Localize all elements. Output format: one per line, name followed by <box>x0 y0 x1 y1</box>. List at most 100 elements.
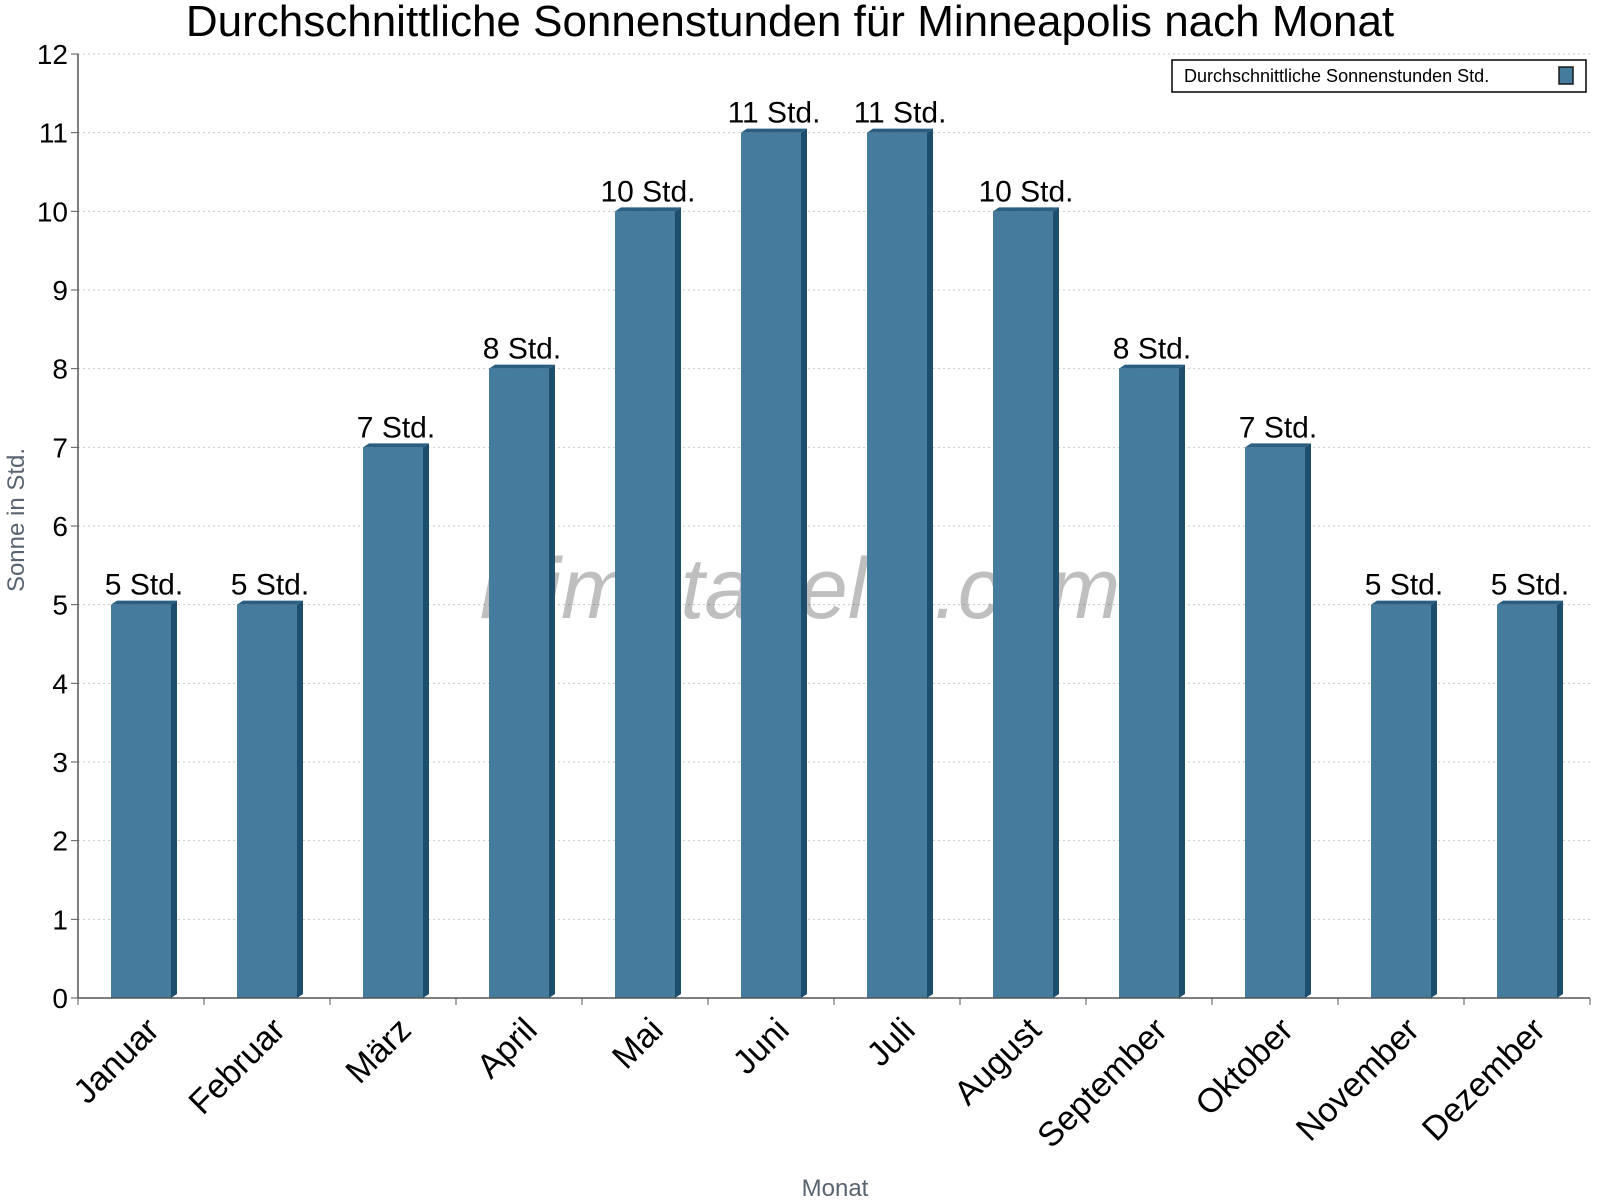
bar <box>867 128 933 998</box>
data-label: 10 Std. <box>978 175 1073 208</box>
bar-top <box>1371 600 1437 605</box>
y-axis-title: Sonne in Std. <box>3 448 30 592</box>
bar <box>363 443 429 998</box>
bar-side <box>1557 600 1563 998</box>
bar-side <box>423 443 429 998</box>
y-tick-label: 8 <box>52 354 68 385</box>
bar-face <box>1497 604 1557 998</box>
data-label: 11 Std. <box>728 97 821 130</box>
data-label: 8 Std. <box>483 333 561 366</box>
bar-face <box>111 604 171 998</box>
x-tick-label: September <box>1030 1011 1174 1155</box>
x-tick-labels: Januar Februar März April Mai Juni Juli AugustS… <box>66 1010 1552 1155</box>
bar-top <box>1497 600 1563 605</box>
y-tick-label: 6 <box>52 511 68 542</box>
y-tick-label: 10 <box>37 196 68 227</box>
bar <box>1371 600 1437 998</box>
x-tick-label: April <box>470 1011 545 1086</box>
bar-side <box>801 128 807 998</box>
bar-top <box>615 207 681 212</box>
bar-side <box>1179 364 1185 999</box>
bar-side <box>549 364 555 999</box>
bar <box>1497 600 1563 998</box>
y-tick-label: 11 <box>39 118 68 149</box>
legend: Durchschnittliche Sonnenstunden Std. <box>1171 59 1587 93</box>
bar-top <box>111 600 177 605</box>
bar-top <box>1245 443 1311 448</box>
bar-face <box>1119 368 1179 999</box>
bar <box>489 364 555 999</box>
y-tick-label: 12 <box>37 39 68 70</box>
bar-top <box>741 128 807 133</box>
bar <box>1119 364 1185 999</box>
y-tick-label: 1 <box>52 904 68 935</box>
y-tick-label: 7 <box>52 432 68 463</box>
x-axis-title: Monat <box>802 1175 869 1200</box>
x-tick-label: Juni <box>726 1011 797 1082</box>
bar-face <box>489 368 549 999</box>
bar-top <box>867 128 933 133</box>
bar-face <box>237 604 297 998</box>
bar-face <box>867 132 927 998</box>
x-tick-label: Februar <box>182 1011 293 1122</box>
axes <box>71 53 1591 1005</box>
bar-side <box>675 207 681 999</box>
data-label: 7 Std. <box>357 411 435 444</box>
bar <box>237 600 303 998</box>
data-label: 8 Std. <box>1113 333 1191 366</box>
bar-face <box>363 447 423 998</box>
bar <box>741 128 807 998</box>
bar-side <box>1305 443 1311 998</box>
grid-lines <box>78 53 1590 920</box>
data-label: 5 Std. <box>231 569 309 602</box>
legend-box <box>1171 59 1587 93</box>
bar-top <box>993 207 1059 212</box>
bar-face <box>741 132 801 998</box>
x-tick-label: Januar <box>66 1011 166 1111</box>
data-label: 5 Std. <box>1365 569 1443 602</box>
bar-face <box>993 211 1053 999</box>
y-tick-label: 0 <box>52 983 68 1014</box>
bar-side <box>171 600 177 998</box>
bar-top <box>363 443 429 448</box>
bar-side <box>1431 600 1437 998</box>
x-tick-label: November <box>1289 1011 1427 1149</box>
bar-side <box>297 600 303 998</box>
legend-label: Durchschnittliche Sonnenstunden Std. <box>1184 66 1489 86</box>
bar-top <box>1119 364 1185 369</box>
bar-face <box>1371 604 1431 998</box>
data-label: 10 Std. <box>600 175 695 208</box>
y-tick-label: 4 <box>52 668 68 699</box>
bar-top <box>237 600 303 605</box>
x-tick-label: August <box>947 1010 1049 1112</box>
x-tick-label: Juli <box>860 1011 923 1074</box>
legend-swatch <box>1558 66 1574 85</box>
bar-face <box>615 211 675 999</box>
data-label: 7 Std. <box>1239 411 1317 444</box>
bar-top <box>489 364 555 369</box>
x-tick-label: März <box>338 1011 418 1091</box>
bar <box>993 207 1059 999</box>
bars <box>111 128 1563 999</box>
y-tick-label: 5 <box>52 590 68 621</box>
data-label: 11 Std. <box>854 97 947 130</box>
y-tick-label: 2 <box>52 826 68 857</box>
data-label: 5 Std. <box>105 569 183 602</box>
x-tick-label: Mai <box>605 1011 671 1077</box>
bar <box>111 600 177 998</box>
data-labels: 5 Std. 5 Std. 7 Std. 8 Std. 10 Std. 11 Std. 11… <box>105 97 1569 602</box>
x-tick-label: Oktober <box>1188 1011 1300 1123</box>
bar <box>615 207 681 999</box>
y-tick-label: 9 <box>52 275 68 306</box>
bar-side <box>1053 207 1059 999</box>
bar-face <box>1245 447 1305 998</box>
chart-title: Durchschnittliche Sonnenstunden für Minn… <box>186 0 1394 46</box>
data-label: 5 Std. <box>1491 569 1569 602</box>
x-tick-label: Dezember <box>1415 1011 1553 1149</box>
y-tick-label: 3 <box>52 747 68 778</box>
bar-side <box>927 128 933 998</box>
bar <box>1245 443 1311 998</box>
